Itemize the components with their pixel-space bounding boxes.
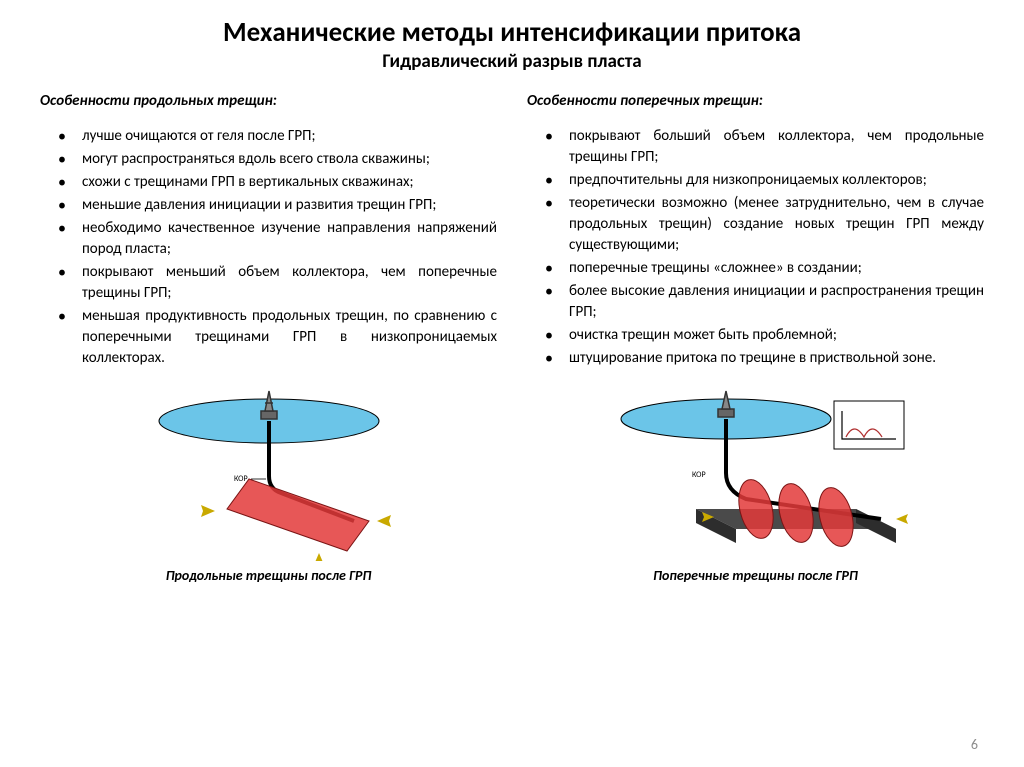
list-item: покрывают больший объем коллектора, чем … — [527, 126, 984, 168]
list-item: схожи с трещинами ГРП в вертикальных скв… — [40, 172, 497, 193]
left-heading: Особенности продольных трещин: — [40, 91, 497, 112]
list-item: необходимо качественное изучение направл… — [40, 218, 497, 260]
list-item: могут распространяться вдоль всего ствол… — [40, 149, 497, 170]
right-heading: Особенности поперечных трещин: — [527, 91, 984, 112]
page-title: Механические методы интенсификации прито… — [40, 18, 984, 48]
figure-longitudinal: КОР Продольные трещины после ГРП — [40, 381, 497, 584]
list-item: поперечные трещины «сложнее» в создании; — [527, 258, 984, 279]
left-list: лучше очищаются от геля после ГРП; могут… — [40, 126, 497, 369]
content-columns: Особенности продольных трещин: лучше очи… — [40, 91, 984, 371]
figure-transverse-caption: Поперечные трещины после ГРП — [653, 567, 858, 584]
figures-row: КОР Продольные трещины после ГРП — [40, 381, 984, 584]
list-item: теоретически возможно (менее затруднител… — [527, 193, 984, 256]
svg-text:КОР: КОР — [692, 470, 706, 480]
list-item: лучше очищаются от геля после ГРП; — [40, 126, 497, 147]
longitudinal-diagram-icon: КОР — [119, 381, 419, 561]
page-number: 6 — [971, 736, 978, 753]
figure-transverse: КОР Поперечные трещины после ГРП — [527, 381, 984, 584]
svg-text:КОР: КОР — [234, 474, 248, 484]
list-item: предпочтительны для низкопроницаемых кол… — [527, 170, 984, 191]
figure-longitudinal-caption: Продольные трещины после ГРП — [166, 567, 372, 584]
right-column: Особенности поперечных трещин: покрывают… — [527, 91, 984, 371]
list-item: меньшие давления инициации и развития тр… — [40, 195, 497, 216]
left-column: Особенности продольных трещин: лучше очи… — [40, 91, 497, 371]
list-item: меньшая продуктивность продольных трещин… — [40, 306, 497, 369]
right-list: покрывают больший объем коллектора, чем … — [527, 126, 984, 369]
list-item: штуцирование притока по трещине в приств… — [527, 348, 984, 369]
list-item: очистка трещин может быть проблемной; — [527, 325, 984, 346]
page-subtitle: Гидравлический разрыв пласта — [40, 50, 984, 73]
list-item: более высокие давления инициации и распр… — [527, 281, 984, 323]
transverse-diagram-icon: КОР — [596, 381, 916, 561]
list-item: покрывают меньший объем коллектора, чем … — [40, 262, 497, 304]
